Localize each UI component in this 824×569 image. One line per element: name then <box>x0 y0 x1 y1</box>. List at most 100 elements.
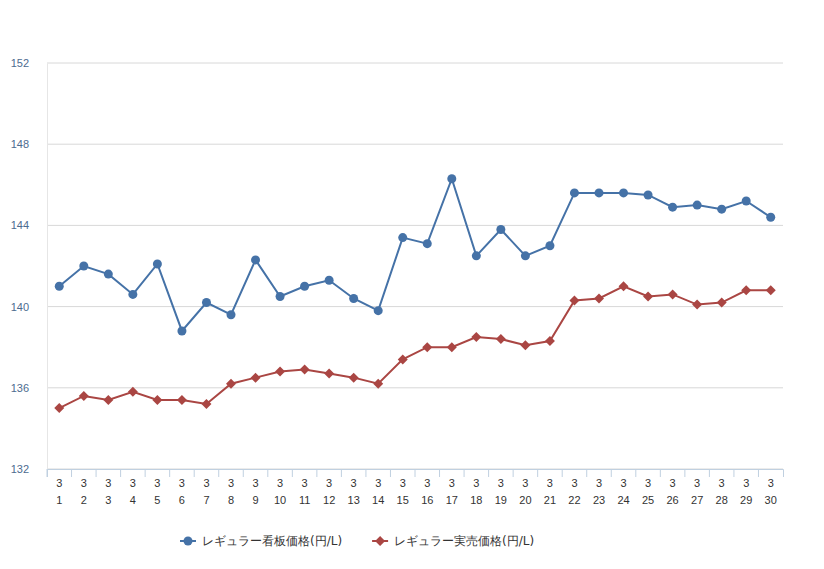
series-marker <box>226 379 236 389</box>
series-marker <box>300 282 309 291</box>
x-tick-mark <box>218 469 219 477</box>
series-marker <box>447 174 456 183</box>
series-marker <box>423 239 432 248</box>
series-marker <box>202 298 211 307</box>
x-tick: 31 <box>47 469 62 506</box>
series-marker <box>398 233 407 242</box>
y-axis: 132136140144148152 <box>11 57 48 475</box>
x-tick: 315 <box>390 469 408 506</box>
series-marker <box>447 342 457 352</box>
x-tick-label: 322 <box>568 477 580 506</box>
series-marker <box>128 290 137 299</box>
x-tick-mark <box>758 469 759 477</box>
x-tick: 323 <box>587 469 605 506</box>
x-tick-label: 313 <box>348 477 360 506</box>
x-tick-label: 34 <box>130 477 136 506</box>
series-marker <box>300 365 310 375</box>
x-tick: 33 <box>96 469 111 506</box>
series-marker <box>644 190 653 199</box>
x-tick-label: 326 <box>666 477 678 506</box>
x-tick-mark <box>71 469 72 477</box>
legend-label: レギュラー実売価格(円/L) <box>394 534 534 548</box>
x-tick-mark <box>513 469 514 477</box>
x-tick-label: 31 <box>56 477 62 506</box>
x-tick-label: 327 <box>691 477 703 506</box>
series-marker <box>545 336 555 346</box>
series-marker <box>276 292 285 301</box>
x-tick: 325 <box>636 469 654 506</box>
x-tick: 324 <box>611 469 629 506</box>
x-tick: 316 <box>415 469 433 506</box>
series-marker <box>766 213 775 222</box>
x-axis: 3132333435363738393103113123133143153163… <box>47 469 784 506</box>
y-axis-line <box>47 64 48 470</box>
series-marker <box>668 289 678 299</box>
series-marker <box>693 201 702 210</box>
series-marker <box>324 369 334 379</box>
x-tick: 34 <box>121 469 136 506</box>
grid <box>47 63 783 469</box>
x-tick-mark <box>47 469 48 477</box>
x-tick-label: 310 <box>274 477 286 506</box>
y-tick: 132 <box>11 463 47 475</box>
x-tick-mark <box>611 469 612 477</box>
x-tick-mark <box>586 469 587 477</box>
x-tick: 37 <box>194 469 209 506</box>
series-marker <box>742 197 751 206</box>
x-tick-label: 323 <box>593 477 605 506</box>
y-tick-label: 136 <box>11 382 29 394</box>
x-tick-label: 38 <box>228 477 234 506</box>
x-tick: 322 <box>562 469 580 506</box>
x-tick-label: 316 <box>421 477 433 506</box>
series-marker <box>349 294 358 303</box>
x-tick-mark <box>464 469 465 477</box>
grid-line <box>47 63 783 64</box>
plot-area <box>54 174 775 413</box>
series-marker <box>54 403 64 413</box>
x-tick: 38 <box>219 469 234 506</box>
series-marker <box>471 332 481 342</box>
y-tick-label: 132 <box>11 463 29 475</box>
x-tick: 321 <box>538 469 556 506</box>
x-tick: 317 <box>440 469 458 506</box>
series-line <box>59 286 770 408</box>
x-tick-mark <box>415 469 416 477</box>
x-tick-label: 36 <box>179 477 185 506</box>
grid-line <box>47 306 783 307</box>
x-tick: 312 <box>317 469 335 506</box>
x-tick-mark <box>292 469 293 477</box>
x-tick-mark <box>243 469 244 477</box>
series-marker <box>717 205 726 214</box>
series-marker <box>619 281 629 291</box>
series-marker <box>79 262 88 271</box>
x-tick: 311 <box>292 469 310 506</box>
x-tick: 314 <box>366 469 384 506</box>
series-marker <box>325 276 334 285</box>
x-tick-mark <box>488 469 489 477</box>
y-tick: 144 <box>11 219 47 231</box>
x-tick: 320 <box>513 469 531 506</box>
series-marker <box>570 188 579 197</box>
series-marker <box>595 188 604 197</box>
legend-item: レギュラー実売価格(円/L) <box>372 534 534 548</box>
x-tick: 310 <box>268 469 286 506</box>
series-marker <box>692 300 702 310</box>
series-marker <box>177 326 186 335</box>
x-tick-mark <box>194 469 195 477</box>
legend-label: レギュラー看板価格(円/L) <box>202 534 342 548</box>
grid-line <box>47 225 783 226</box>
grid-line <box>47 144 783 145</box>
series-marker <box>741 285 751 295</box>
x-tick: 330 <box>758 469 776 506</box>
x-tick-label: 330 <box>765 477 777 506</box>
x-tick-mark <box>390 469 391 477</box>
series-marker <box>717 298 727 308</box>
y-tick: 148 <box>11 138 47 150</box>
y-tick-label: 148 <box>11 138 29 150</box>
x-tick: 32 <box>72 469 87 506</box>
series-marker <box>520 340 530 350</box>
x-tick-mark <box>733 469 734 477</box>
y-tick-label: 140 <box>11 301 29 313</box>
series-marker <box>251 373 261 383</box>
series-marker <box>104 270 113 279</box>
